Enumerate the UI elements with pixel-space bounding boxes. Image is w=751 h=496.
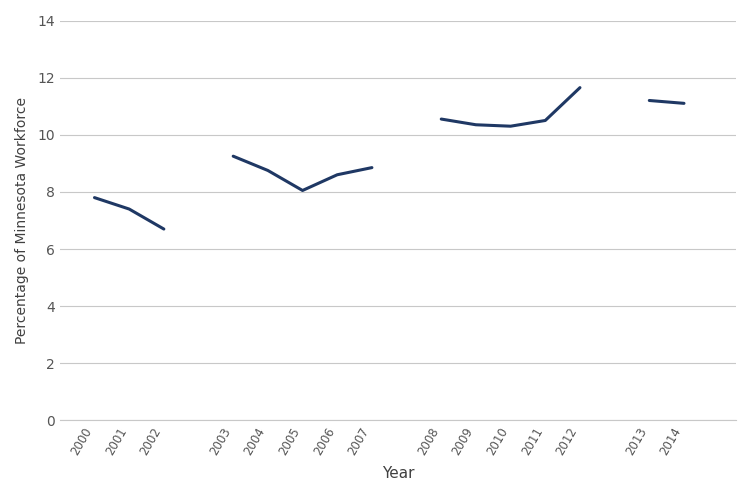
Y-axis label: Percentage of Minnesota Workforce: Percentage of Minnesota Workforce <box>15 97 29 344</box>
X-axis label: Year: Year <box>382 466 414 481</box>
